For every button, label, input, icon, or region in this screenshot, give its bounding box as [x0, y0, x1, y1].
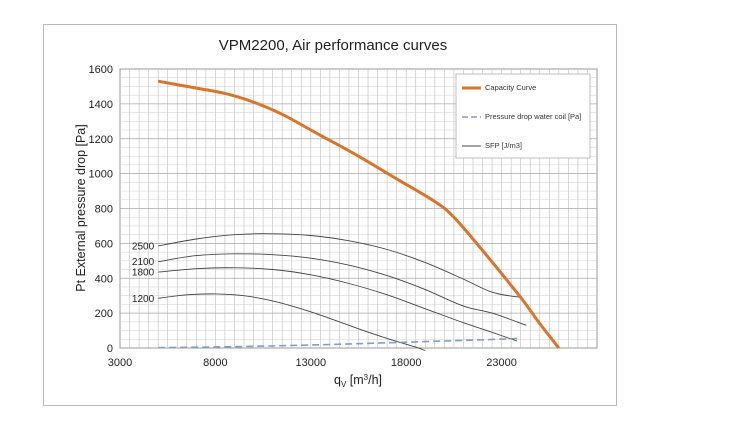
y-tick-label: 1400: [89, 99, 113, 111]
y-tick-label: 800: [95, 204, 113, 216]
x-axis-label-sup: 3: [364, 373, 369, 382]
sfp-curve-label: 2500: [132, 241, 155, 252]
x-axis-label-q: q: [334, 373, 341, 387]
x-tick-label: 8000: [203, 357, 227, 369]
y-tick-label: 1000: [89, 169, 113, 181]
x-tick-label: 13000: [296, 357, 327, 369]
sfp-curve-line-2500: [158, 233, 521, 298]
legend-label-water-coil: Pressure drop water coil [Pa]: [485, 112, 581, 121]
legend-label-capacity: Capacity Curve: [485, 83, 536, 92]
chart-title: VPM2200, Air performance curves: [219, 37, 447, 54]
sfp-curve-line-2100: [158, 253, 527, 326]
sfp-curve-line-1800: [158, 267, 518, 342]
y-tick-label: 200: [95, 308, 113, 320]
y-tick-label: 600: [95, 238, 113, 250]
sfp-curve-line-1200: [158, 293, 426, 352]
y-tick-label: 400: [95, 273, 113, 285]
y-tick-label: 1600: [89, 64, 113, 76]
legend: Capacity Curve Pressure drop water coil …: [455, 73, 591, 159]
sfp-curve-label: 2100: [132, 257, 155, 268]
y-axis-label: Pt External pressure drop [Pa]: [74, 124, 88, 291]
x-tick-label: 3000: [108, 357, 132, 369]
capacity-curve-line: [157, 79, 560, 349]
x-axis-label-end: /h]: [368, 373, 382, 387]
sfp-curve-label: 1800: [132, 268, 155, 279]
x-axis-label: qV [m3/h]: [334, 373, 382, 389]
ticks: 0 200 400 600 800 1000 1200 1400 1600 3000 8000 130…: [89, 64, 517, 369]
y-tick-label: 1200: [89, 134, 113, 146]
water-coil-pressure-line: [158, 337, 521, 349]
y-tick-label: 0: [107, 343, 113, 355]
x-tick-label: 23000: [486, 357, 517, 369]
x-axis-label-sub: V: [341, 380, 347, 389]
x-tick-label: 18000: [391, 357, 422, 369]
x-axis-label-unit: [m: [346, 373, 363, 387]
sfp-curve-label: 1200: [132, 294, 155, 305]
legend-label-sfp: SFP [J/m3]: [485, 141, 522, 150]
